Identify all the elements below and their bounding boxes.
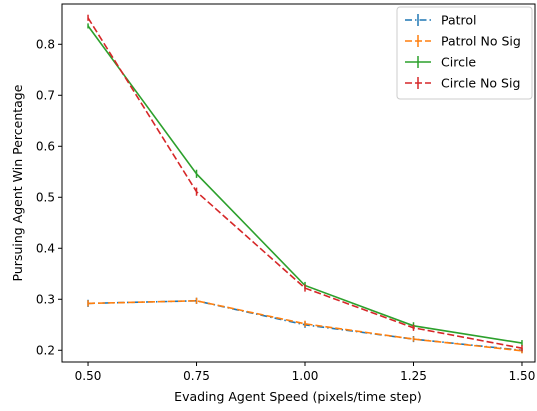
y-tick-label: 0.7: [36, 88, 55, 102]
legend: Patrol Patrol No Sig Circle Circle No Sig: [396, 6, 533, 100]
legend-entry: Patrol: [405, 13, 477, 28]
y-tick-label: 0.5: [36, 190, 55, 204]
x-axis: 0.50 0.75 1.00 1.25 1.50: [75, 362, 536, 383]
y-tick-label: 0.4: [36, 241, 55, 255]
x-axis-label: Evading Agent Speed (pixels/time step): [174, 389, 422, 404]
legend-label: Patrol No Sig: [441, 34, 521, 49]
legend-label: Circle: [441, 55, 476, 70]
x-tick-label: 1.25: [400, 369, 427, 383]
x-tick-label: 1.00: [292, 369, 319, 383]
series-3: [87, 14, 523, 352]
series-layer: [87, 14, 523, 354]
y-tick-label: 0.8: [36, 37, 55, 51]
legend-label: Patrol: [441, 13, 477, 28]
legend-label: Circle No Sig: [441, 76, 520, 91]
x-tick-label: 0.75: [183, 369, 210, 383]
y-tick-label: 0.6: [36, 139, 55, 153]
x-tick-label: 0.50: [75, 369, 102, 383]
x-tick-label: 1.50: [509, 369, 536, 383]
y-tick-label: 0.3: [36, 292, 55, 306]
legend-entry: Circle No Sig: [405, 76, 520, 91]
y-tick-label: 0.2: [36, 343, 55, 357]
legend-entry: Patrol No Sig: [405, 34, 521, 49]
legend-box: [396, 6, 533, 100]
y-axis: 0.2 0.3 0.4 0.5 0.6 0.7 0.8: [36, 37, 62, 357]
legend-entry: Circle: [405, 55, 476, 70]
series-line: [87, 299, 523, 352]
y-axis-label: Pursuing Agent Win Percentage: [10, 84, 25, 281]
